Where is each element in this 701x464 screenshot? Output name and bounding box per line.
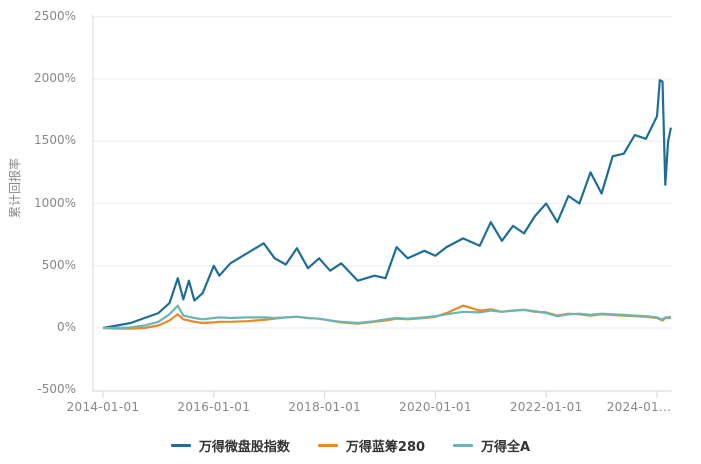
x-tick-label: 2016-01-01 <box>177 400 251 414</box>
y-tick-label: -500% <box>37 382 76 397</box>
y-tick-label: 0% <box>56 320 76 334</box>
legend-item-microcap[interactable]: 万得微盘股指数 <box>170 436 290 455</box>
x-tick-label: 2022-01-01 <box>509 400 583 414</box>
legend: 万得微盘股指数 万得蓝筹280 万得全A <box>0 436 701 455</box>
x-tick-label: 2024-01... <box>606 400 672 414</box>
legend-swatch-icon <box>170 444 191 447</box>
legend-label: 万得蓝筹280 <box>345 440 426 455</box>
series-line-2 <box>103 304 672 330</box>
y-tick-label: 1000% <box>34 195 76 210</box>
legend-swatch-icon <box>317 444 338 447</box>
legend-label: 万得微盘股指数 <box>198 440 290 455</box>
legend-item-all-a[interactable]: 万得全A <box>453 436 530 455</box>
x-tick-label: 2014-01-01 <box>66 400 140 414</box>
series-line-0 <box>102 79 672 330</box>
y-tick-label: 2000% <box>34 71 76 85</box>
x-tick-label: 2020-01-01 <box>399 400 472 414</box>
legend-swatch-icon <box>453 444 474 447</box>
y-tick-label: 1500% <box>34 133 76 148</box>
y-tick-label: 2500% <box>34 8 76 23</box>
x-tick-label: 2018-01-01 <box>288 400 361 414</box>
legend-item-bluechip280[interactable]: 万得蓝筹280 <box>317 436 426 455</box>
y-tick-label: 500% <box>41 257 76 272</box>
legend-label: 万得全A <box>481 440 531 455</box>
